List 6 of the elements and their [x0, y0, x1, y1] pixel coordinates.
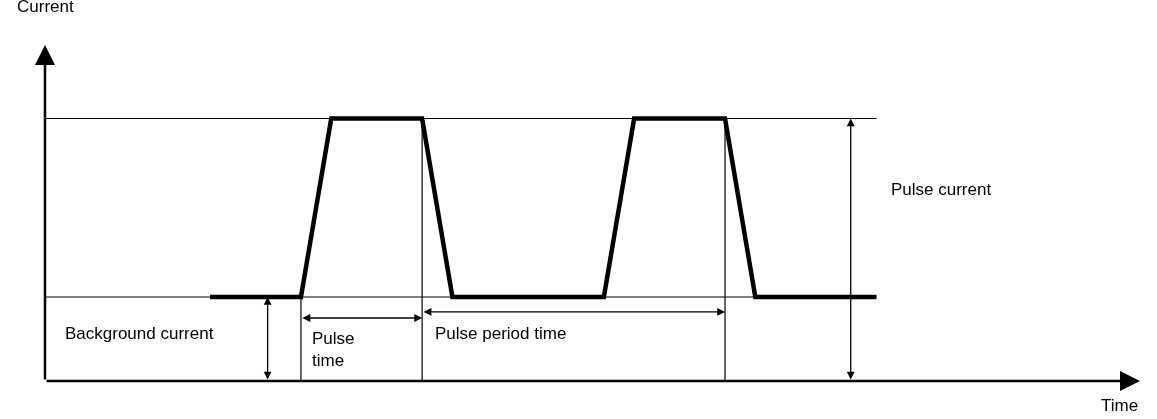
annotation: Background current [65, 324, 214, 343]
text: Time [1101, 396, 1139, 415]
annotation: Pulse period time [435, 324, 567, 343]
annotation: Pulse current [891, 180, 992, 199]
annotation: Pulse time [312, 329, 355, 371]
text: Current [17, 0, 74, 16]
